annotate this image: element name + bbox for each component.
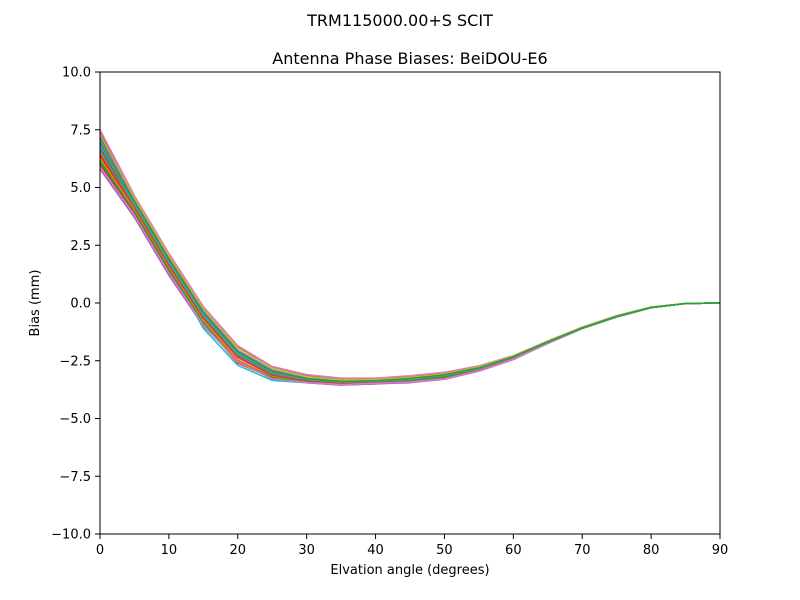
y-tick-label: 10.0 xyxy=(62,66,91,81)
series-line-7 xyxy=(99,145,721,383)
x-tick-label: 10 xyxy=(161,543,178,558)
y-tick-label: 7.5 xyxy=(70,123,91,138)
series-line-3 xyxy=(99,163,721,386)
x-tick-label: 50 xyxy=(436,543,453,558)
series-line-0 xyxy=(99,136,721,383)
chart-title: Antenna Phase Biases: BeiDOU-E6 xyxy=(272,49,547,68)
series-line-16 xyxy=(99,166,721,386)
x-tick-label: 70 xyxy=(574,543,591,558)
x-tick-label: 60 xyxy=(505,543,522,558)
y-tick-label: −10.0 xyxy=(51,528,91,543)
series-line-1 xyxy=(99,152,721,384)
chart-suptitle: TRM115000.00+S SCIT xyxy=(306,11,493,30)
series-line-9 xyxy=(99,140,721,385)
series-line-19 xyxy=(99,144,721,383)
y-axis-label: Bias (mm) xyxy=(28,270,43,337)
x-tick-label: 90 xyxy=(712,543,729,558)
series-line-2 xyxy=(99,159,721,385)
series-line-4 xyxy=(99,168,721,386)
x-tick-label: 80 xyxy=(643,543,660,558)
y-axis-ticks: −10.0 −7.5 −5.0 −2.5 0.0 2.5 5.0 7.5 10.0 xyxy=(51,66,100,543)
series-line-18 xyxy=(99,134,721,381)
series-line-20 xyxy=(99,142,721,383)
y-tick-label: 5.0 xyxy=(70,181,91,196)
y-tick-label: 2.5 xyxy=(70,239,91,254)
series-line-15 xyxy=(99,147,721,383)
y-tick-label: −2.5 xyxy=(59,354,91,369)
plot-lines xyxy=(99,129,721,386)
series-line-11 xyxy=(99,157,721,385)
y-tick-label: −5.0 xyxy=(59,412,91,427)
x-tick-label: 40 xyxy=(367,543,384,558)
y-tick-label: 0.0 xyxy=(70,297,91,312)
series-line-13 xyxy=(99,154,721,384)
x-tick-label: 30 xyxy=(298,543,315,558)
x-tick-label: 20 xyxy=(230,543,247,558)
x-axis-ticks: 0 10 20 30 40 50 60 70 80 90 xyxy=(96,534,728,558)
x-axis-label: Elvation angle (degrees) xyxy=(330,563,489,578)
series-line-8 xyxy=(99,150,721,383)
series-line-6 xyxy=(99,129,721,379)
series-line-17 xyxy=(99,151,721,383)
series-line-12 xyxy=(99,161,721,386)
series-line-10 xyxy=(99,143,721,383)
y-tick-label: −7.5 xyxy=(59,470,91,485)
x-tick-label: 0 xyxy=(96,543,104,558)
series-line-14 xyxy=(99,138,721,382)
series-line-5 xyxy=(99,131,721,380)
